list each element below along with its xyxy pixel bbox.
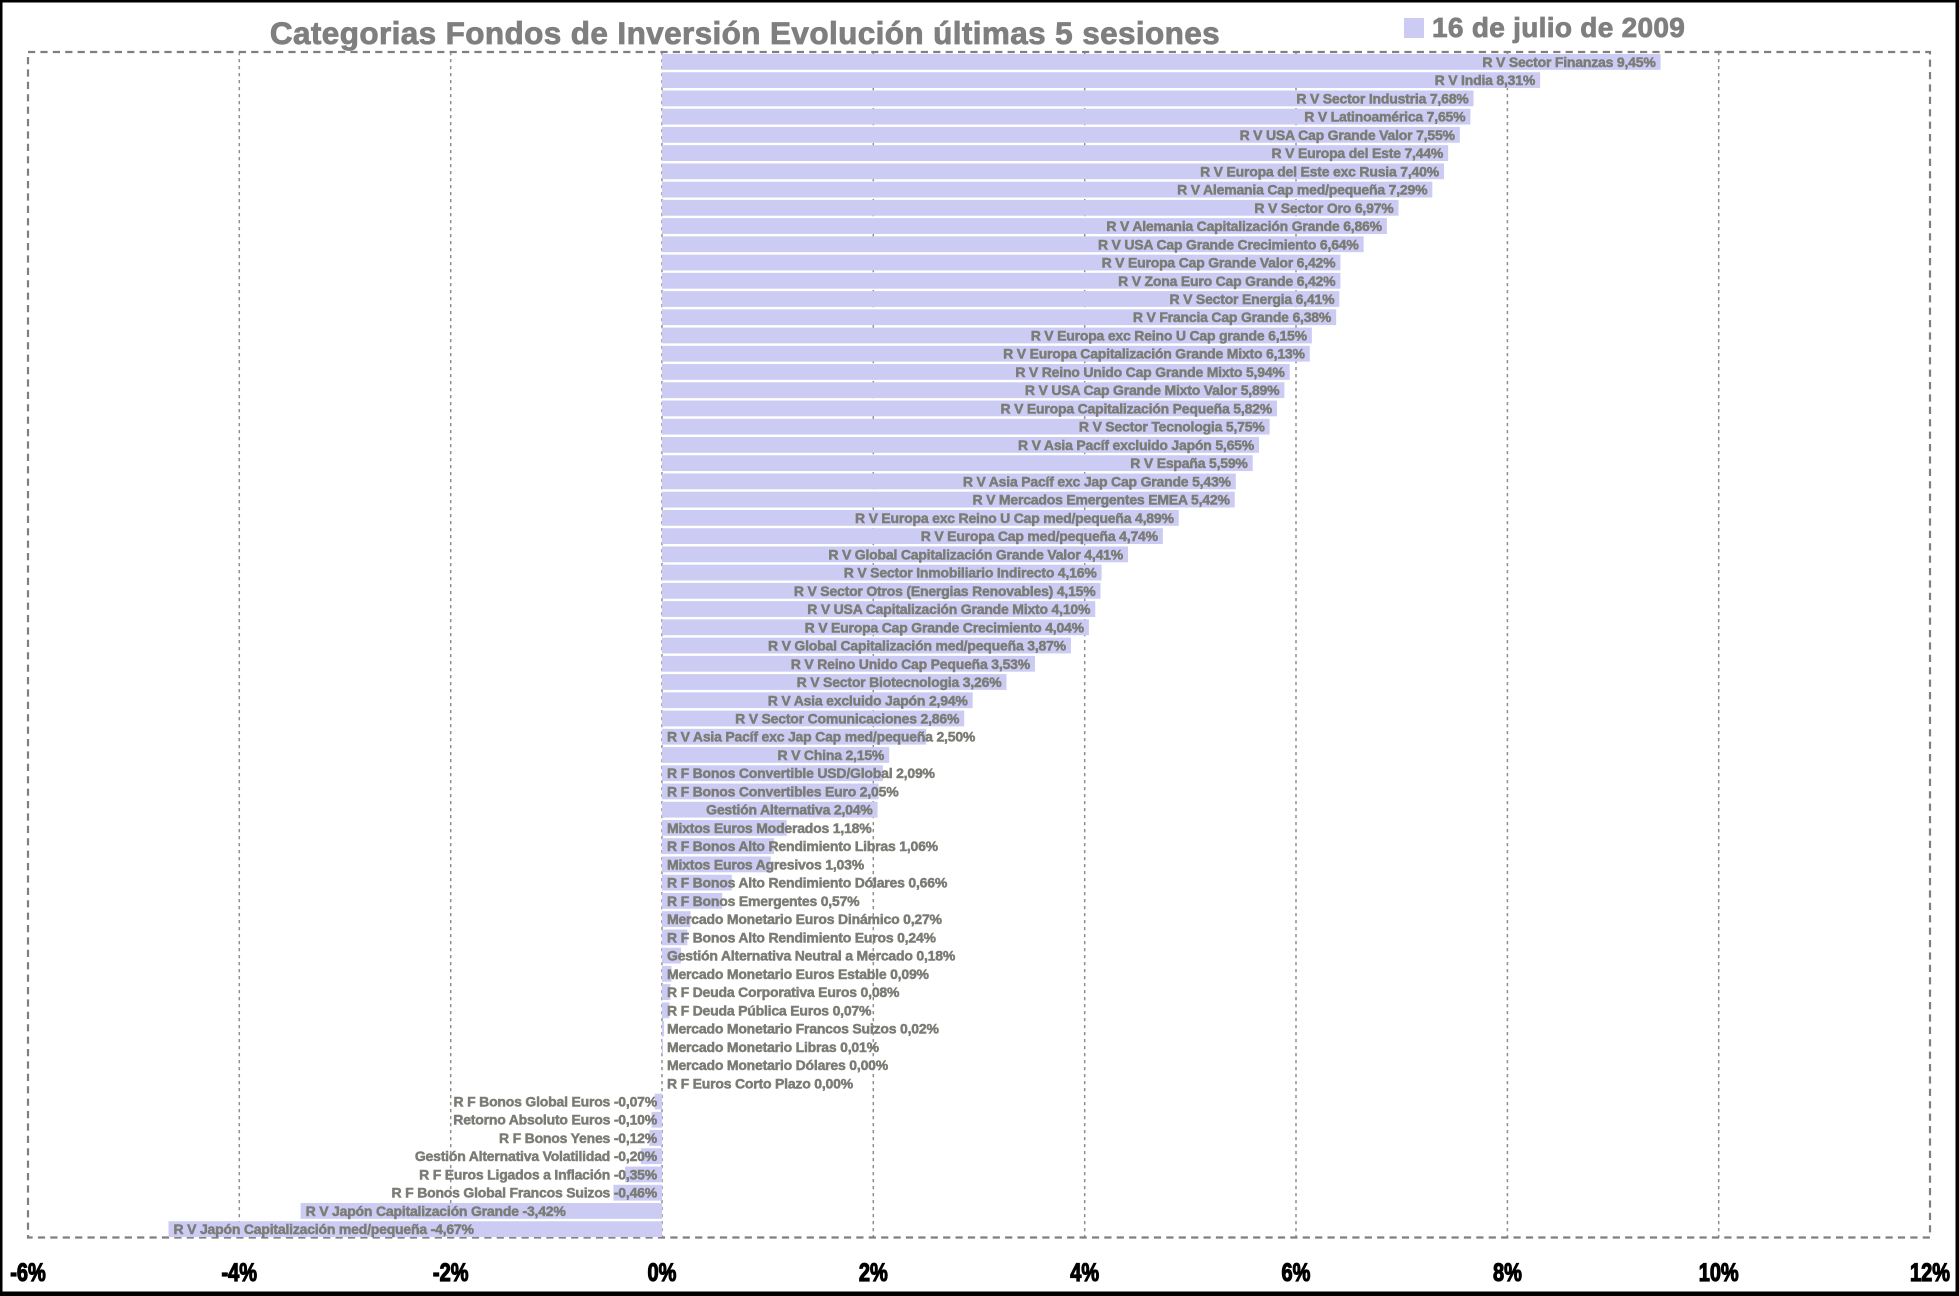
svg-text:R V Sector Energia 6,41%: R V Sector Energia 6,41% bbox=[1170, 291, 1336, 307]
svg-text:Gestión Alternativa Volatilida: Gestión Alternativa Volatilidad -0,20% bbox=[415, 1148, 658, 1164]
svg-text:Mercado Monetario Euros Dinámi: Mercado Monetario Euros Dinámico 0,27% bbox=[667, 911, 943, 927]
svg-text:0%: 0% bbox=[648, 1259, 677, 1287]
svg-text:R V Sector Otros (Energias Ren: R V Sector Otros (Energias Renovables) 4… bbox=[794, 583, 1096, 599]
svg-text:R F Bonos Emergentes 0,57%: R F Bonos Emergentes 0,57% bbox=[667, 893, 860, 909]
svg-text:Mercado Monetario Libras 0,01%: Mercado Monetario Libras 0,01% bbox=[667, 1039, 880, 1055]
svg-text:R V Europa Capitalización Gran: R V Europa Capitalización Grande Mixto 6… bbox=[1003, 346, 1305, 362]
svg-text:-2%: -2% bbox=[433, 1259, 469, 1287]
svg-text:R V Sector Biotecnologia 3,26%: R V Sector Biotecnologia 3,26% bbox=[797, 674, 1003, 690]
svg-text:R V Sector Oro 6,97%: R V Sector Oro 6,97% bbox=[1254, 200, 1394, 216]
svg-text:R V Francia Cap Grande 6,38%: R V Francia Cap Grande 6,38% bbox=[1133, 309, 1332, 325]
svg-text:-4%: -4% bbox=[222, 1259, 258, 1287]
svg-text:R F Bonos Convertibles Euro 2,: R F Bonos Convertibles Euro 2,05% bbox=[667, 783, 899, 799]
svg-text:Mercado Monetario Dólares 0,00: Mercado Monetario Dólares 0,00% bbox=[667, 1057, 889, 1073]
svg-text:R V Alemania Cap med/pequeña 7: R V Alemania Cap med/pequeña 7,29% bbox=[1177, 182, 1428, 198]
svg-text:Categorias Fondos de Inversión: Categorias Fondos de Inversión Evolución… bbox=[270, 15, 1220, 51]
svg-text:8%: 8% bbox=[1493, 1259, 1522, 1287]
svg-text:Mercado Monetario Francos Suiz: Mercado Monetario Francos Suizos 0,02% bbox=[667, 1021, 939, 1037]
svg-text:R F Bonos Alto Rendimiento Lib: R F Bonos Alto Rendimiento Libras 1,06% bbox=[667, 838, 939, 854]
svg-text:R V USA Cap Grande Crecimiento: R V USA Cap Grande Crecimiento 6,64% bbox=[1098, 236, 1359, 252]
svg-text:R V USA Cap Grande Mixto Valor: R V USA Cap Grande Mixto Valor 5,89% bbox=[1025, 382, 1280, 398]
svg-text:R V Mercados Emergentes EMEA 5: R V Mercados Emergentes EMEA 5,42% bbox=[972, 492, 1230, 508]
svg-text:R V Global Capitalización Gran: R V Global Capitalización Grande Valor 4… bbox=[828, 546, 1123, 562]
svg-text:16 de julio de 2009: 16 de julio de 2009 bbox=[1432, 12, 1685, 43]
svg-text:R V China 2,15%: R V China 2,15% bbox=[777, 747, 884, 763]
svg-text:R V España 5,59%: R V España 5,59% bbox=[1130, 455, 1248, 471]
svg-text:R F Bonos Alto Rendimiento Dól: R F Bonos Alto Rendimiento Dólares 0,66% bbox=[667, 875, 948, 891]
svg-text:R F Bonos Yenes -0,12%: R F Bonos Yenes -0,12% bbox=[499, 1130, 658, 1146]
svg-text:R V Sector Comunicaciones 2,86: R V Sector Comunicaciones 2,86% bbox=[735, 710, 960, 726]
svg-text:R V Asia Pacíf exc Jap Cap Gra: R V Asia Pacíf exc Jap Cap Grande 5,43% bbox=[963, 473, 1232, 489]
svg-text:Mixtos Euros Agresivos 1,03%: Mixtos Euros Agresivos 1,03% bbox=[667, 856, 865, 872]
svg-text:R F Bonos Convertible USD/Glob: R F Bonos Convertible USD/Global 2,09% bbox=[667, 765, 936, 781]
svg-text:R V Sector Inmobiliario Indire: R V Sector Inmobiliario Indirecto 4,16% bbox=[844, 565, 1098, 581]
svg-text:2%: 2% bbox=[859, 1259, 888, 1287]
svg-text:R V Japón Capitalización med/p: R V Japón Capitalización med/pequeña -4,… bbox=[174, 1221, 475, 1237]
svg-text:R F Euros Ligados a Inflación: R F Euros Ligados a Inflación -0,35% bbox=[419, 1166, 658, 1182]
svg-text:Mercado Monetario Euros Establ: Mercado Monetario Euros Estable 0,09% bbox=[667, 966, 930, 982]
svg-text:R V Sector Tecnologia 5,75%: R V Sector Tecnologia 5,75% bbox=[1079, 419, 1265, 435]
svg-text:R V Japón Capitalización Grand: R V Japón Capitalización Grande -3,42% bbox=[306, 1203, 567, 1219]
svg-text:R V Asia excluido Japón 2,94%: R V Asia excluido Japón 2,94% bbox=[768, 692, 969, 708]
svg-text:R V USA Cap Grande Valor 7,55%: R V USA Cap Grande Valor 7,55% bbox=[1240, 127, 1456, 143]
svg-text:Gestión Alternativa Neutral a: Gestión Alternativa Neutral a Mercado 0,… bbox=[667, 948, 956, 964]
svg-text:R V Asia Pacíf excluido Japón: R V Asia Pacíf excluido Japón 5,65% bbox=[1018, 437, 1255, 453]
svg-text:R V Europa Capitalización Pequ: R V Europa Capitalización Pequeña 5,82% bbox=[1000, 400, 1272, 416]
svg-text:6%: 6% bbox=[1282, 1259, 1311, 1287]
svg-text:R V Europa del Este 7,44%: R V Europa del Este 7,44% bbox=[1272, 145, 1444, 161]
svg-text:R V Europa exc Reino U Cap gra: R V Europa exc Reino U Cap grande 6,15% bbox=[1031, 327, 1308, 343]
svg-text:R V Europa Cap med/pequeña 4,7: R V Europa Cap med/pequeña 4,74% bbox=[921, 528, 1159, 544]
svg-text:R F Bonos Global Euros -0,07%: R F Bonos Global Euros -0,07% bbox=[454, 1093, 658, 1109]
svg-text:R V Europa del Este exc Rusia: R V Europa del Este exc Rusia 7,40% bbox=[1200, 163, 1440, 179]
svg-text:R F Bonos Alto Rendimiento Eur: R F Bonos Alto Rendimiento Euros 0,24% bbox=[667, 929, 937, 945]
svg-text:-6%: -6% bbox=[10, 1259, 46, 1287]
svg-text:R V Zona Euro Cap Grande 6,42%: R V Zona Euro Cap Grande 6,42% bbox=[1118, 273, 1336, 289]
svg-text:Mixtos Euros Moderados 1,18%: Mixtos Euros Moderados 1,18% bbox=[667, 820, 872, 836]
svg-text:R V Europa Cap Grande Crecimie: R V Europa Cap Grande Crecimiento 4,04% bbox=[805, 619, 1085, 635]
svg-text:R F Bonos Global Francos Suizo: R F Bonos Global Francos Suizos -0,46% bbox=[392, 1185, 658, 1201]
svg-text:R V Reino Unido Cap Pequeña 3,: R V Reino Unido Cap Pequeña 3,53% bbox=[791, 656, 1031, 672]
svg-text:R V Sector Finanzas 9,45%: R V Sector Finanzas 9,45% bbox=[1482, 54, 1656, 70]
svg-text:12%: 12% bbox=[1910, 1259, 1950, 1287]
svg-text:R V India 8,31%: R V India 8,31% bbox=[1435, 72, 1536, 88]
svg-text:R F Deuda Pública Euros 0,07%: R F Deuda Pública Euros 0,07% bbox=[667, 1002, 872, 1018]
svg-text:R F Deuda Corporativa Euros 0,: R F Deuda Corporativa Euros 0,08% bbox=[667, 984, 900, 1000]
svg-text:4%: 4% bbox=[1070, 1259, 1099, 1287]
svg-text:Retorno Absoluto Euros -0,10%: Retorno Absoluto Euros -0,10% bbox=[453, 1112, 657, 1128]
svg-text:R V Global Capitalización med/: R V Global Capitalización med/pequeña 3,… bbox=[768, 638, 1067, 654]
svg-text:R V USA Capitalización Grande: R V USA Capitalización Grande Mixto 4,10… bbox=[807, 601, 1091, 617]
svg-text:Gestión Alternativa 2,04%: Gestión Alternativa 2,04% bbox=[706, 802, 873, 818]
svg-text:R V Europa exc Reino U Cap med: R V Europa exc Reino U Cap med/pequeña 4… bbox=[855, 510, 1174, 526]
svg-text:R V Sector Industria 7,68%: R V Sector Industria 7,68% bbox=[1296, 90, 1469, 106]
svg-text:10%: 10% bbox=[1699, 1259, 1739, 1287]
svg-text:R V Latinoamérica 7,65%: R V Latinoamérica 7,65% bbox=[1304, 109, 1466, 125]
svg-text:R V Europa Cap Grande Valor 6,: R V Europa Cap Grande Valor 6,42% bbox=[1102, 255, 1337, 271]
svg-text:R V Alemania Capitalización Gr: R V Alemania Capitalización Grande 6,86% bbox=[1106, 218, 1382, 234]
svg-text:R V Reino Unido Cap Grande Mix: R V Reino Unido Cap Grande Mixto 5,94% bbox=[1015, 364, 1285, 380]
svg-text:R F Euros Corto Plazo 0,00%: R F Euros Corto Plazo 0,00% bbox=[667, 1075, 854, 1091]
svg-text:R V Asia Pacíf exc Jap Cap med: R V Asia Pacíf exc Jap Cap med/pequeña 2… bbox=[667, 729, 976, 745]
